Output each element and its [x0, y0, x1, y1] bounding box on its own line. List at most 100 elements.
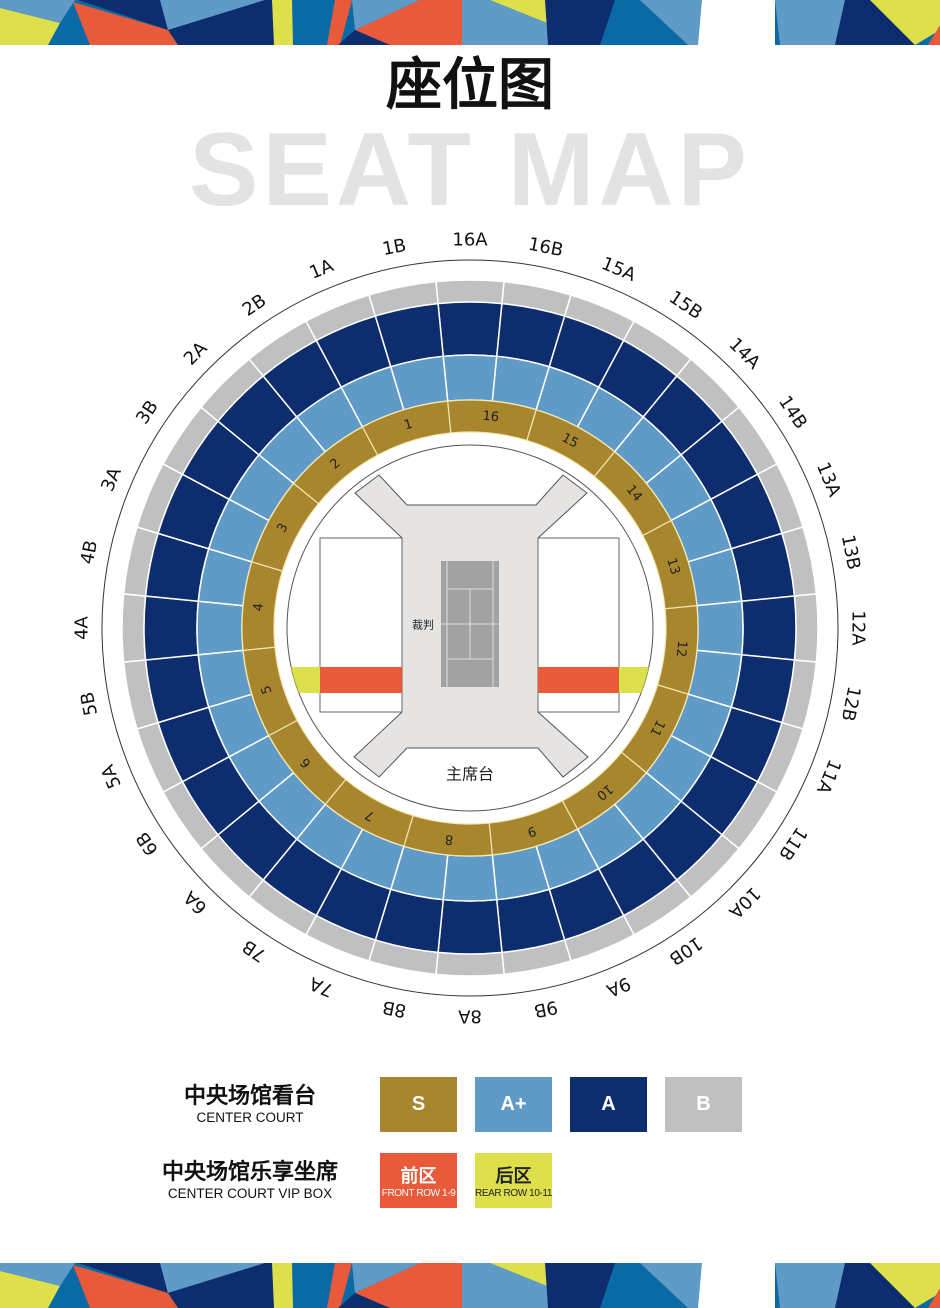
- section-label: 5A: [97, 761, 126, 792]
- section-label: 3A: [97, 464, 126, 495]
- section-label: 9A: [603, 972, 634, 1001]
- section-label: 2A: [180, 337, 212, 369]
- section-12A-tier-a[interactable]: [740, 595, 797, 661]
- banner-shape: [0, 0, 75, 23]
- inner-section-label: 8: [444, 831, 454, 847]
- vip-rear-zone-left[interactable]: [285, 667, 320, 693]
- banner-shape: [545, 0, 615, 45]
- section-4A-tier-a[interactable]: [143, 595, 200, 661]
- section-label: 16B: [526, 234, 565, 261]
- inner-section-label: 15: [559, 431, 581, 452]
- section-label: 4A: [72, 615, 93, 639]
- legend-tier-b: B: [665, 1077, 742, 1132]
- section-label: 3B: [132, 397, 163, 428]
- inner-section-label: 16: [482, 409, 500, 426]
- legend-tier-label: A: [601, 1093, 616, 1115]
- section-8A-tier-a[interactable]: [437, 898, 503, 955]
- section-label: 1A: [307, 255, 338, 284]
- inner-section-label: 12: [673, 640, 690, 658]
- section-label: 1B: [381, 235, 408, 260]
- legend-tier-s: S: [380, 1077, 457, 1132]
- legend-tier-label: B: [696, 1093, 711, 1115]
- legend-vip-box-title: 中央场馆乐享坐席: [161, 1160, 338, 1185]
- section-label: 4B: [77, 539, 102, 566]
- section-4A-tier-b[interactable]: [121, 593, 147, 663]
- legend-tier-label: A+: [500, 1093, 527, 1115]
- inner-section-label: 4: [251, 602, 267, 612]
- section-8A-tier-a-plus[interactable]: [442, 854, 498, 902]
- section-label: 9B: [532, 996, 559, 1021]
- banner-shape: [168, 0, 274, 45]
- banner-shape: [352, 1263, 420, 1293]
- section-label: 16A: [452, 230, 488, 251]
- section-12A-tier-a-plus[interactable]: [696, 600, 744, 656]
- banner-shape: [545, 1263, 615, 1308]
- section-1-tier-s[interactable]: [361, 400, 452, 456]
- banner-shape: [490, 1263, 552, 1288]
- legend-center-court-title: 中央场馆看台: [183, 1084, 316, 1109]
- page-title: 座位图: [386, 53, 554, 118]
- banner-shape: [338, 30, 390, 45]
- inner-section-label: 11: [646, 717, 667, 739]
- section-label: 5B: [77, 690, 102, 717]
- decorative-banner-bottom: [0, 1263, 940, 1308]
- section-label: 11B: [774, 823, 811, 864]
- banner-shape: [327, 0, 352, 45]
- banner-shape: [272, 0, 293, 45]
- banner-shape: [490, 0, 552, 25]
- outer-boundary-circle: [101, 259, 839, 997]
- banner-shape: [0, 1271, 60, 1308]
- banner-shape: [835, 0, 915, 45]
- section-16A-tier-a-plus[interactable]: [442, 354, 498, 402]
- section-label: 13B: [837, 533, 864, 572]
- section-label: 6A: [179, 886, 211, 918]
- banner-shape: [352, 0, 420, 30]
- legend-zone-rear: 后区 REAR ROW 10-11: [475, 1153, 552, 1208]
- vip-stand-label: 主席台: [446, 765, 494, 784]
- legend-zone-sub: REAR ROW 10-11: [475, 1188, 553, 1199]
- vip-front-zone-left[interactable]: [320, 667, 402, 693]
- banner-shape: [775, 0, 845, 45]
- section-8A-tier-b[interactable]: [435, 951, 505, 977]
- umpire-label: 裁判: [412, 619, 434, 632]
- tennis-court: [441, 561, 499, 687]
- legend-tier-label: S: [411, 1093, 426, 1115]
- banner-shape: [870, 0, 940, 45]
- banner-shape: [462, 1263, 552, 1308]
- section-label: 6B: [132, 828, 163, 859]
- banner-shape: [73, 2, 178, 45]
- section-label: 2B: [239, 290, 270, 321]
- seat-map-watermark: SEAT MAP: [189, 112, 751, 228]
- legend-tier-a: A: [570, 1077, 647, 1132]
- banner-shape: [327, 1263, 352, 1308]
- legend-zone-label: 后区: [495, 1166, 532, 1186]
- decorative-banner-top: [0, 0, 940, 45]
- banner-shape: [160, 0, 265, 30]
- banner-shape: [640, 0, 702, 45]
- legend-center-court-subtitle: CENTER COURT: [196, 1110, 304, 1125]
- legend-zone-sub: FRONT ROW 1-9: [381, 1188, 456, 1199]
- banner-shape: [160, 1263, 265, 1293]
- section-label: 7A: [306, 972, 337, 1001]
- section-label: 15B: [665, 287, 706, 324]
- banner-shape: [870, 1263, 940, 1308]
- vip-front-zone-right[interactable]: [538, 667, 619, 693]
- vip-rear-zone-right[interactable]: [619, 667, 655, 693]
- banner-shape: [928, 1288, 940, 1308]
- section-12A-tier-b[interactable]: [793, 593, 819, 663]
- banner-shape: [0, 1263, 75, 1286]
- legend-vip-box-subtitle: CENTER COURT VIP BOX: [167, 1186, 333, 1201]
- legend-zone-label: 前区: [400, 1166, 437, 1186]
- section-16A-tier-b[interactable]: [435, 279, 505, 305]
- section-label: 8A: [457, 1006, 481, 1027]
- legend-tier-a-plus: A+: [475, 1077, 552, 1132]
- banner-shape: [775, 1263, 845, 1308]
- section-16A-tier-a[interactable]: [437, 301, 503, 358]
- section-label: 12A: [848, 610, 869, 646]
- banner-shape: [462, 0, 552, 45]
- section-4A-tier-a-plus[interactable]: [196, 600, 244, 656]
- banner-shape: [698, 0, 775, 45]
- section-label: 15A: [598, 253, 639, 286]
- banner-shape: [640, 1263, 702, 1308]
- banner-shape: [355, 0, 462, 45]
